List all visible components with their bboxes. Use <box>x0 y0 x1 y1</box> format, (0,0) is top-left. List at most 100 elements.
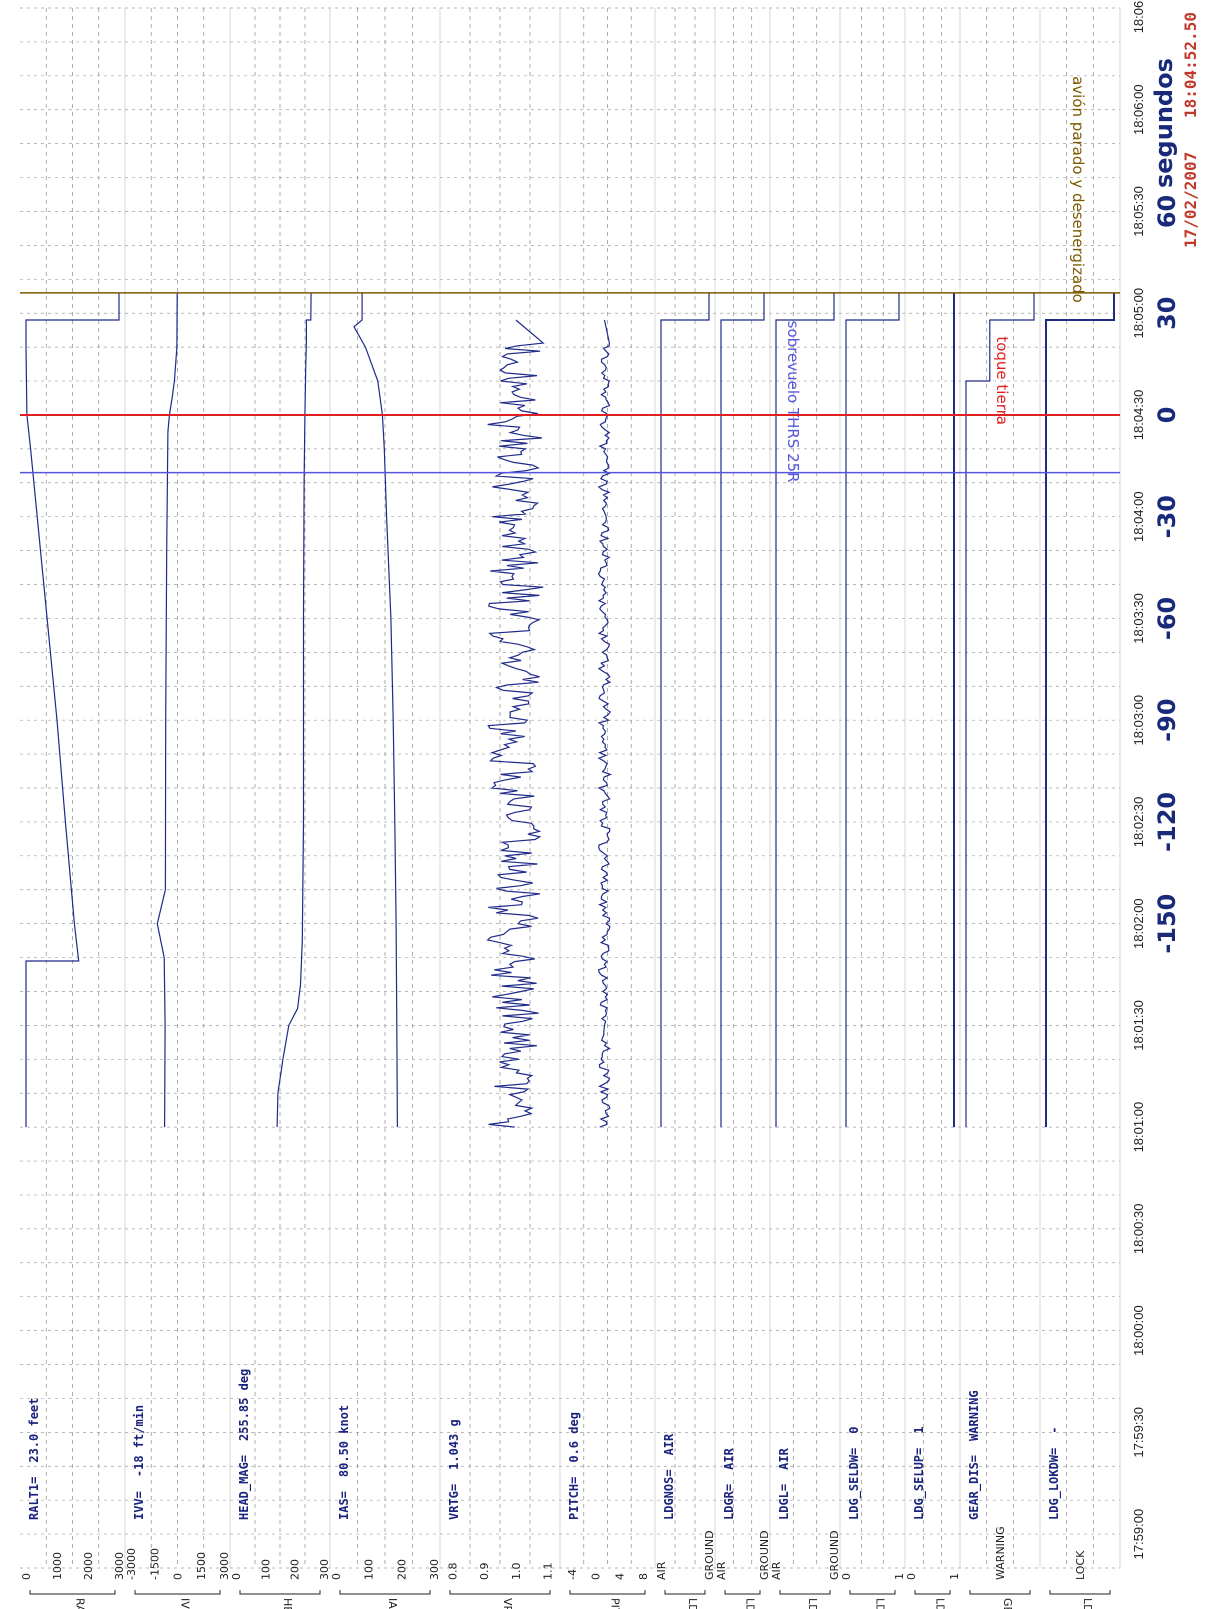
channel-traces <box>25 292 1115 1128</box>
channel-bracket <box>849 1590 896 1595</box>
date-stamp: 17/02/2007 <box>1181 152 1200 248</box>
channel-bracket <box>449 1590 551 1595</box>
header-stamp: 17/02/2007 18:04:52.50 segundos <box>1150 12 1200 248</box>
time-tick-label: 17:59:30 <box>1131 1407 1146 1458</box>
channel-bracket <box>779 1590 831 1595</box>
trace-ldgnos <box>660 292 710 1128</box>
channel-label: LDGR <box>744 1598 757 1609</box>
tick-label: 0 <box>905 1573 918 1580</box>
channel-readout: IAS=80.50 knot <box>337 1405 351 1520</box>
channel-bracket <box>239 1590 321 1595</box>
time-tick-label: 18:02:30 <box>1131 797 1146 848</box>
relative-tick-label: -90 <box>1153 698 1181 741</box>
tick-label: 0 <box>590 1573 603 1580</box>
channel-bracket <box>29 1590 116 1595</box>
tick-label: 300 <box>428 1559 441 1580</box>
trace-ldgl <box>775 292 835 1128</box>
relative-tick-label: 30 <box>1153 297 1181 330</box>
tick-label: 8 <box>637 1573 650 1580</box>
channel-bracket <box>724 1590 761 1595</box>
tick-label: GROUND <box>703 1530 716 1580</box>
tick-label: 200 <box>289 1559 302 1580</box>
channel-label: IVV <box>179 1598 192 1609</box>
tick-label: 300 <box>318 1559 331 1580</box>
tick-label: 0 <box>172 1573 185 1580</box>
time-tick-label: 18:01:00 <box>1131 1102 1146 1153</box>
channel-label: IAS <box>386 1598 399 1609</box>
time-stamp: 18:04:52.50 <box>1181 12 1200 118</box>
channel-bracket <box>914 1590 951 1595</box>
time-tick-label: 18:05:30 <box>1131 186 1146 237</box>
relative-tick-label: -30 <box>1153 495 1181 538</box>
tick-label: 3000 <box>113 1552 126 1580</box>
channel-label: PITCH <box>609 1598 622 1609</box>
time-tick-label: 18:02:00 <box>1131 898 1146 949</box>
channel-bracket <box>339 1590 431 1595</box>
time-tick-label: 18:06:30 <box>1131 0 1146 33</box>
tick-label: 1000 <box>51 1552 64 1580</box>
relative-tick-label: -60 <box>1153 597 1181 640</box>
trace-gear-dis <box>965 292 1035 1128</box>
channel-label: LDG <box>874 1598 887 1609</box>
channel-readout: LDG_SELUP=1 <box>912 1427 927 1520</box>
channel-readout: LDGNOS=AIR <box>662 1433 676 1520</box>
tick-label: 3000 <box>218 1552 231 1580</box>
tick-label: GROUND <box>758 1530 771 1580</box>
time-tick-label: 18:04:30 <box>1131 390 1146 441</box>
trace-vrtg <box>486 319 545 1128</box>
tick-label: AIR <box>770 1561 783 1580</box>
channel-label: VRTG <box>501 1598 514 1609</box>
tick-label: 100 <box>363 1559 376 1580</box>
tick-label: -3000 <box>125 1548 138 1580</box>
channel-bracket <box>569 1590 646 1595</box>
channel-readout: LDGL=AIR <box>777 1447 791 1520</box>
channel-labels: RALT1IVVHEAD_MAGIASVRTGPITCHLDGNLDGRLDGL… <box>29 1590 1111 1609</box>
tick-label: 1 <box>948 1573 961 1580</box>
time-tick-label: 18:05:00 <box>1131 288 1146 339</box>
tick-label: 0 <box>230 1573 243 1580</box>
channel-bracket <box>664 1590 706 1595</box>
trace-ldgr <box>720 292 765 1128</box>
tick-label: 1.1 <box>542 1563 555 1581</box>
trace-ldg-lokdw <box>1045 292 1115 1128</box>
time-tick-label: 18:00:00 <box>1131 1305 1146 1356</box>
channel-label: RALT1 <box>74 1598 87 1609</box>
channel-readout: LDG_SELDW=0 <box>847 1427 862 1520</box>
event-markers: sobrevuelo THRS 25R toque tierra avión par… <box>20 76 1120 483</box>
tick-label: 0 <box>330 1573 343 1580</box>
tick-label: -1500 <box>148 1548 161 1580</box>
relative-tick-label: -120 <box>1153 792 1181 852</box>
time-tick-label: 17:59:00 <box>1131 1509 1146 1560</box>
channel-readouts: RALT1=23.0 feet IVV=-18 ft/min HEAD_MAG=25… <box>27 1369 1062 1520</box>
channel-readout: HEAD_MAG=255.85 deg <box>237 1369 252 1520</box>
channel-readout: LDG_LOKDW=- <box>1047 1427 1062 1520</box>
seconds-axis-label: segundos <box>1150 58 1178 188</box>
trace-ias <box>353 292 398 1128</box>
tick-label: 2000 <box>82 1552 95 1580</box>
trace-ldg-seldw <box>845 292 900 1128</box>
channel-readout: IVV=-18 ft/min <box>132 1405 146 1520</box>
time-tick-label: 18:01:30 <box>1131 1000 1146 1051</box>
tick-label: 200 <box>395 1559 408 1580</box>
time-tick-label: 18:03:00 <box>1131 695 1146 746</box>
time-tick-label: 18:06:00 <box>1131 84 1146 135</box>
channel-label: GEAR <box>1001 1598 1014 1609</box>
channel-bracket <box>134 1590 221 1595</box>
tick-label: 4 <box>613 1573 626 1580</box>
time-tick-label: 18:03:30 <box>1131 593 1146 644</box>
relative-tick-label: 0 <box>1153 407 1181 424</box>
trace-ralt1 <box>25 292 120 1128</box>
event-label: sobrevuelo THRS 25R <box>784 321 802 483</box>
channel-label: LDGL <box>806 1598 819 1609</box>
tick-label: WARNING <box>994 1526 1007 1580</box>
relative-tick-label: 60 <box>1153 195 1181 228</box>
channel-readout: RALT1=23.0 feet <box>27 1398 41 1520</box>
channel-bracket <box>969 1590 1031 1595</box>
tick-label: 100 <box>259 1559 272 1580</box>
channel-label: LDG <box>1081 1598 1094 1609</box>
tick-label: GROUND <box>828 1530 841 1580</box>
tick-label: AIR <box>655 1561 668 1580</box>
tick-label: 0.8 <box>446 1563 459 1581</box>
